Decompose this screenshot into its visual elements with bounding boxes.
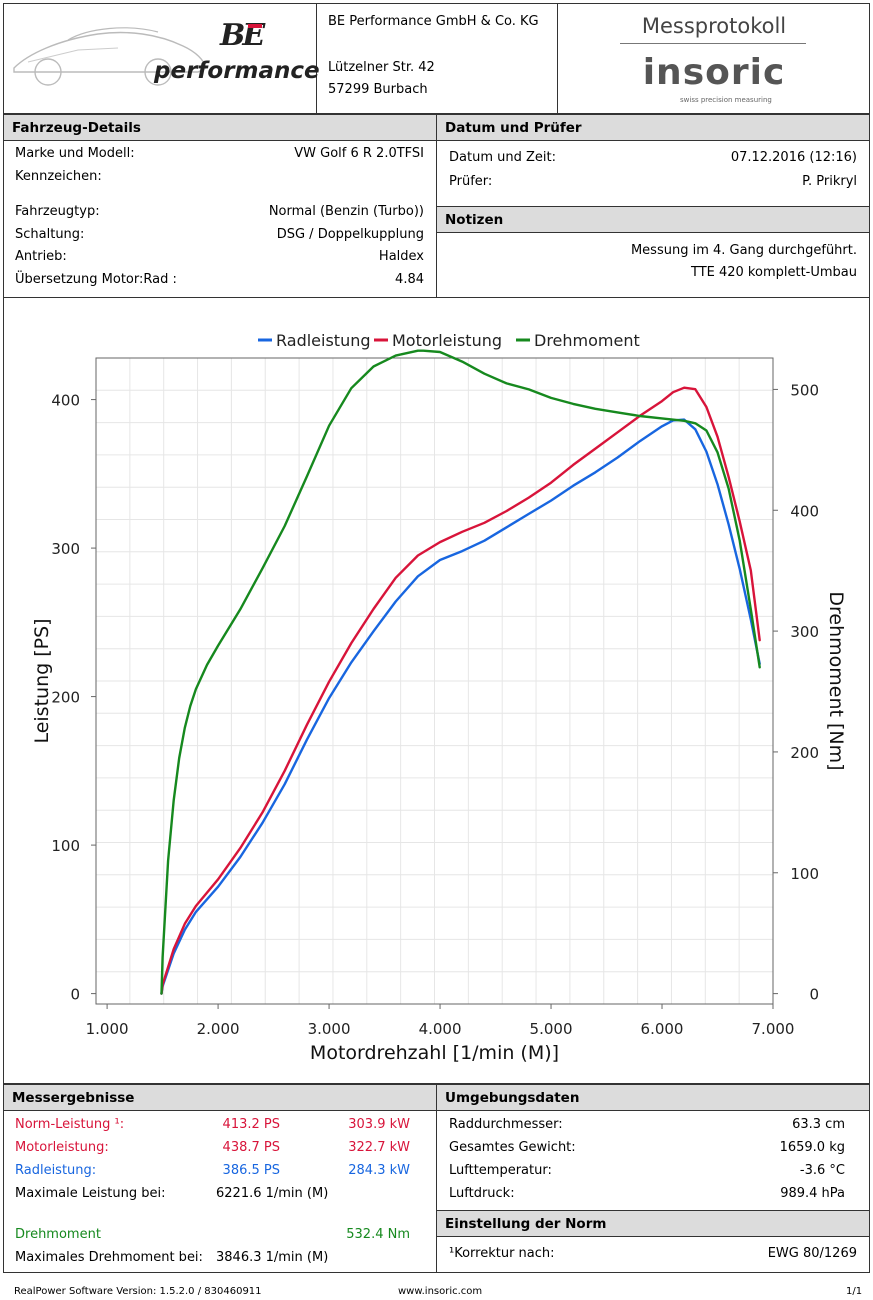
x-axis-label: Motordrehzahl [1/min (M)] — [310, 1042, 559, 1064]
y2-tick-label: 300 — [790, 623, 819, 641]
vehicle-header: Fahrzeug-Details — [4, 115, 436, 141]
series-line-drehmoment — [160, 349, 761, 995]
x-tick-label: 1.000 — [86, 1020, 129, 1038]
footer-url[interactable]: www.insoric.com — [398, 1286, 483, 1297]
company-name: BE Performance GmbH & Co. KG — [328, 14, 539, 29]
engine-power-ps: 438.7 PS — [222, 1140, 280, 1155]
vehicle-row-label: Kennzeichen: — [15, 169, 102, 184]
environment-row-label: Luftdruck: — [449, 1186, 515, 1201]
logo-mark: BE — [220, 18, 265, 53]
environment-header: Umgebungsdaten — [437, 1085, 869, 1111]
plot-area-border — [95, 357, 774, 1005]
norm-power-ps: 413.2 PS — [222, 1117, 280, 1132]
y2-tick-label: 500 — [790, 381, 819, 399]
y2-tick-label: 100 — [790, 865, 819, 883]
date-header: Datum und Prüfer — [437, 115, 869, 141]
environment-row-value: 989.4 hPa — [780, 1186, 845, 1201]
environment-row-label: Gesamtes Gewicht: — [449, 1140, 576, 1155]
norm-power-label: Norm-Leistung ¹: — [15, 1117, 125, 1132]
protocol-title-rule — [620, 43, 806, 44]
notes-line-2: TTE 420 komplett-Umbau — [690, 265, 857, 280]
series-line-motorleistung — [160, 386, 761, 995]
notes-header: Notizen — [437, 206, 869, 233]
car-silhouette-icon — [13, 27, 207, 86]
x-tick-label: 7.000 — [752, 1020, 795, 1038]
y-axis-label: Leistung [PS] — [31, 618, 53, 743]
notes-line-1: Messung im 4. Gang durchgeführt. — [630, 243, 857, 258]
norm-label: ¹Korrektur nach: — [449, 1246, 555, 1261]
vehicle-row-value: VW Golf 6 R 2.0TFSI — [294, 146, 424, 161]
x-tick-label: 6.000 — [641, 1020, 684, 1038]
wheel-power-kw: 284.3 kW — [348, 1163, 410, 1178]
company-street: Lützelner Str. 42 — [328, 60, 435, 75]
logo-text: performance — [154, 58, 320, 84]
legend-label: Drehmoment — [534, 331, 640, 350]
insoric-logo: insoric — [642, 52, 786, 93]
logo-mark-accent — [248, 24, 262, 28]
examiner-label: Prüfer: — [449, 174, 493, 189]
max-power-value: 6221.6 1/min (M) — [216, 1186, 329, 1201]
wheel-power-ps: 386.5 PS — [222, 1163, 280, 1178]
insoric-tagline: swiss precision measuring — [680, 96, 772, 104]
torque-value: 532.4 Nm — [346, 1227, 410, 1242]
dyno-chart: 1.000 2.000 3.000 4.000 5.000 6.000 7.000 0 100 2… — [31, 331, 847, 1064]
x-tick-label: 3.000 — [308, 1020, 351, 1038]
vehicle-row-value: DSG / Doppelkupplung — [276, 227, 424, 242]
company-city: 57299 Burbach — [328, 82, 428, 97]
engine-power-kw: 322.7 kW — [348, 1140, 410, 1155]
norm-value: EWG 80/1269 — [767, 1246, 857, 1261]
vehicle-row-label: Antrieb: — [15, 249, 67, 264]
max-torque-label: Maximales Drehmoment bei: — [15, 1250, 203, 1265]
company-logo: BE performance — [8, 8, 320, 108]
x-tick-label: 2.000 — [197, 1020, 240, 1038]
norm-header: Einstellung der Norm — [437, 1210, 869, 1237]
vehicle-row-value: Haldex — [378, 249, 424, 264]
x-tick-label: 4.000 — [419, 1020, 462, 1038]
vehicle-row-value: 4.84 — [395, 272, 424, 287]
y2-tick-label: 200 — [790, 744, 819, 762]
legend-label: Radleistung — [276, 331, 371, 350]
footer-version: RealPower Software Version: 1.5.2.0 / 83… — [14, 1286, 262, 1297]
y-tick-label: 300 — [51, 540, 80, 558]
max-torque-value: 3846.3 1/min (M) — [216, 1250, 329, 1265]
y2-axis-label: Drehmoment [Nm] — [825, 591, 847, 770]
series-line-radleistung — [160, 418, 761, 995]
y-tick-label: 0 — [70, 986, 80, 1004]
header-divider-2 — [557, 3, 558, 114]
protocol-title: Messprotokoll — [641, 14, 787, 38]
max-power-label: Maximale Leistung bei: — [15, 1186, 166, 1201]
engine-power-label: Motorleistung: — [15, 1140, 109, 1155]
wheel-power-label: Radleistung: — [15, 1163, 97, 1178]
results-frame — [3, 1084, 437, 1273]
environment-row-label: Raddurchmesser: — [449, 1117, 563, 1132]
y-tick-label: 100 — [51, 837, 80, 855]
vehicle-row-label: Übersetzung Motor:Rad : — [15, 272, 177, 287]
norm-power-kw: 303.9 kW — [348, 1117, 410, 1132]
examiner-value: P. Prikryl — [802, 174, 857, 189]
y-tick-label: 200 — [51, 689, 80, 707]
chart-frame — [3, 297, 870, 1084]
y2-tick-label: 400 — [790, 502, 819, 520]
header-divider-1 — [316, 3, 317, 114]
date-value: 07.12.2016 (12:16) — [730, 150, 857, 165]
vehicle-row-label: Fahrzeugtyp: — [15, 204, 100, 219]
results-header: Messergebnisse — [4, 1085, 436, 1111]
y2-tick-label: 0 — [809, 986, 819, 1004]
vehicle-row-label: Marke und Modell: — [15, 146, 135, 161]
vehicle-row-value: Normal (Benzin (Turbo)) — [268, 204, 424, 219]
header-frame — [3, 3, 870, 114]
vehicle-row-label: Schaltung: — [15, 227, 85, 242]
x-tick-label: 5.000 — [530, 1020, 573, 1038]
footer-page: 1/1 — [846, 1286, 863, 1297]
environment-row-value: 1659.0 kg — [779, 1140, 845, 1155]
legend-label: Motorleistung — [392, 331, 502, 350]
torque-label: Drehmoment — [15, 1227, 101, 1242]
environment-frame — [436, 1084, 870, 1273]
environment-row-label: Lufttemperatur: — [449, 1163, 552, 1178]
date-label: Datum und Zeit: — [449, 150, 556, 165]
environment-row-value: 63.3 cm — [792, 1117, 845, 1132]
y-tick-label: 400 — [51, 392, 80, 410]
environment-row-value: -3.6 °C — [799, 1163, 845, 1178]
